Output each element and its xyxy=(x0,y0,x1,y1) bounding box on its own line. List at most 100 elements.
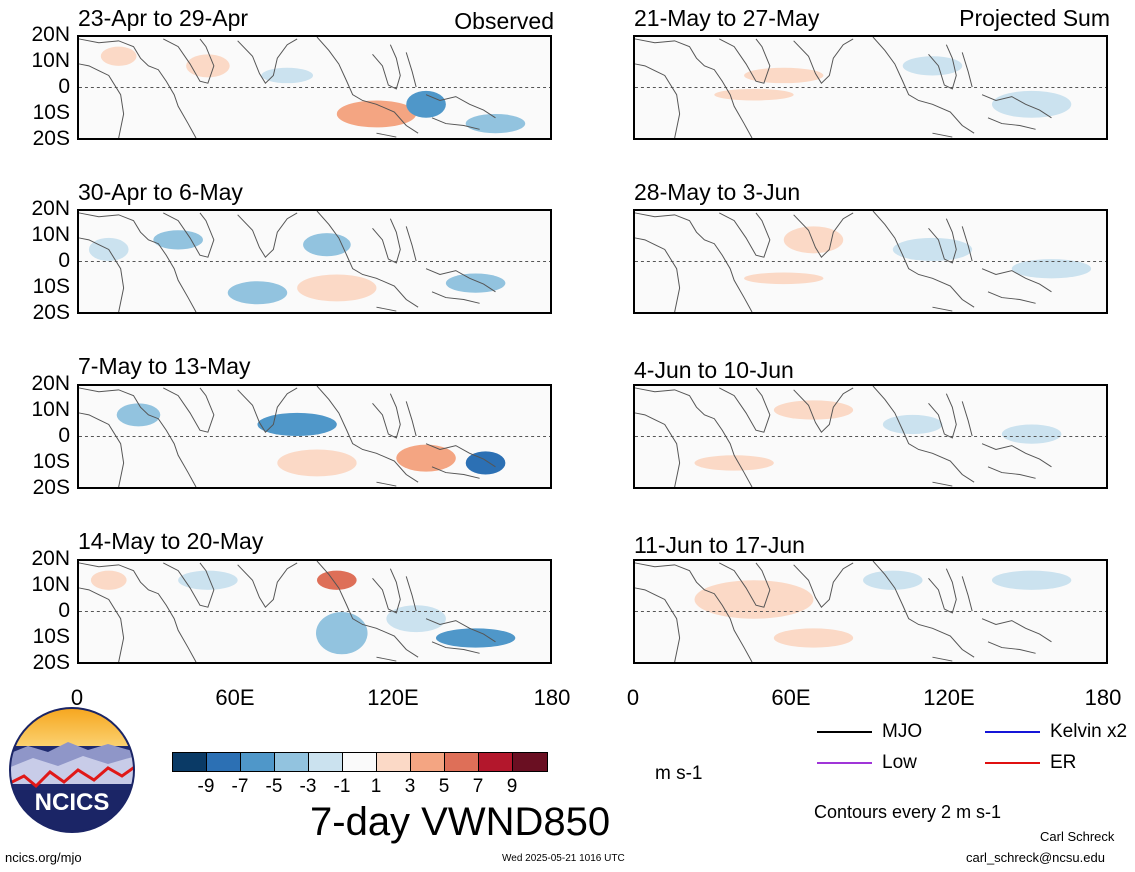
lat-label-10s: 10S xyxy=(32,101,70,124)
anomaly-shading xyxy=(773,628,854,648)
panel-1-title: 23-Apr to 29-Apr xyxy=(78,5,249,31)
panel-6 xyxy=(633,209,1108,314)
map-panel-5 xyxy=(635,37,1106,138)
coastline xyxy=(635,37,1052,138)
colorbar xyxy=(172,752,548,772)
anomaly-shading xyxy=(435,628,516,648)
lat-label-0: 0 xyxy=(58,599,70,622)
colorbar-tick: 1 xyxy=(370,776,382,797)
lat-label-10s: 10S xyxy=(32,625,70,648)
logo-text: NCICS xyxy=(35,789,110,816)
anomaly-shading xyxy=(783,226,844,254)
anomaly-shading xyxy=(386,605,446,633)
anomaly-shading xyxy=(297,274,377,302)
panel-4-title: 14-May to 20-May xyxy=(78,528,264,554)
colorbar-tick: -5 xyxy=(265,776,283,797)
legend-line-low xyxy=(817,762,872,764)
coastline xyxy=(635,211,1052,312)
colorbar-tick: 5 xyxy=(438,776,450,797)
map-panel-7 xyxy=(635,386,1106,487)
colorbar-tick: -7 xyxy=(231,776,249,797)
colorbar-tick: 9 xyxy=(506,776,518,797)
colorbar-tick: 3 xyxy=(404,776,416,797)
colorbar-swatch xyxy=(377,753,411,771)
coastline xyxy=(635,386,1052,487)
anomaly-shading xyxy=(116,403,161,427)
anomaly-shading xyxy=(1011,259,1092,279)
lon-label-0-left: 0 xyxy=(70,685,84,710)
anomaly-shading xyxy=(991,90,1072,118)
lat-label-0: 0 xyxy=(58,424,70,447)
lat-label-20n: 20N xyxy=(31,23,70,46)
anomaly-shading xyxy=(744,272,824,285)
lat-label-20s: 20S xyxy=(32,301,70,324)
legend-item-er: ER xyxy=(985,752,1076,774)
lon-label-120e-left: 120E xyxy=(367,685,419,710)
panel-7 xyxy=(633,384,1108,489)
panel-2-title: 30-Apr to 6-May xyxy=(78,179,243,205)
legend-item-low: Low xyxy=(817,752,917,774)
colorbar-swatch xyxy=(207,753,241,771)
anomaly-shading xyxy=(991,570,1072,590)
anomaly-shading xyxy=(100,46,137,66)
anomaly-shading xyxy=(396,444,456,472)
ncics-logo: NCICS xyxy=(9,707,135,833)
legend-line-er xyxy=(985,762,1040,764)
anomaly-shading xyxy=(315,611,368,655)
colorbar-swatch xyxy=(445,753,479,771)
lat-label-20n: 20N xyxy=(31,372,70,395)
legend-line-kelvin xyxy=(985,731,1040,733)
colorbar-tick: -9 xyxy=(197,776,215,797)
map-panel-6 xyxy=(635,211,1106,312)
colorbar-unit: m s-1 xyxy=(655,763,703,784)
panel-5 xyxy=(633,35,1108,140)
lat-label-10s: 10S xyxy=(32,275,70,298)
colorbar-swatch xyxy=(513,753,547,771)
panel-8-title: 11-Jun to 17-Jun xyxy=(634,532,805,558)
anomaly-shading xyxy=(694,455,774,471)
colorbar-swatch xyxy=(309,753,343,771)
panel-8 xyxy=(633,559,1108,664)
coastline xyxy=(79,386,496,487)
lat-label-20n: 20N xyxy=(31,547,70,570)
lat-label-20s: 20S xyxy=(32,651,70,674)
panel-4 xyxy=(77,559,552,664)
anomaly-shading xyxy=(316,570,357,590)
anomaly-shading xyxy=(90,570,127,590)
anomaly-shading xyxy=(863,570,923,590)
anomaly-shading xyxy=(257,412,337,437)
anomaly-shading xyxy=(714,88,794,101)
coastline xyxy=(635,561,1052,662)
colorbar-swatch xyxy=(173,753,207,771)
anomaly-shading xyxy=(1001,424,1062,444)
footer-timestamp: Wed 2025-05-21 1016 UTC xyxy=(502,853,625,864)
anomaly-shading xyxy=(773,400,854,420)
anomaly-shading xyxy=(465,451,506,475)
lat-label-0: 0 xyxy=(58,249,70,272)
lat-label-10s: 10S xyxy=(32,450,70,473)
coastline xyxy=(79,211,496,312)
colorbar-swatch xyxy=(479,753,513,771)
lon-label-60e-left: 60E xyxy=(215,685,255,710)
anomaly-shading xyxy=(227,281,288,305)
legend-note: Contours every 2 m s-1 xyxy=(814,802,1002,822)
legend-label-kelvin: Kelvin x2 xyxy=(1050,721,1128,742)
lon-label-180-right: 180 xyxy=(1084,685,1122,710)
lat-label-10n: 10N xyxy=(31,573,70,596)
anomaly-shading xyxy=(744,67,824,84)
anomaly-shading xyxy=(882,414,943,435)
legend-label-mjo: MJO xyxy=(882,721,923,742)
anomaly-shading xyxy=(277,449,357,477)
lat-label-0: 0 xyxy=(58,75,70,98)
colorbar-swatch xyxy=(275,753,309,771)
lon-label-180-left: 180 xyxy=(533,685,571,710)
footer-site: ncics.org/mjo xyxy=(5,850,82,865)
anomaly-shading xyxy=(261,67,314,84)
panel-3 xyxy=(77,384,552,489)
anomaly-shading xyxy=(406,90,446,118)
panel-5-label: Projected Sum xyxy=(959,5,1110,31)
map-panel-1 xyxy=(79,37,550,138)
map-panel-4 xyxy=(79,561,550,662)
anomaly-shading xyxy=(465,113,526,134)
anomaly-shading xyxy=(445,273,506,293)
